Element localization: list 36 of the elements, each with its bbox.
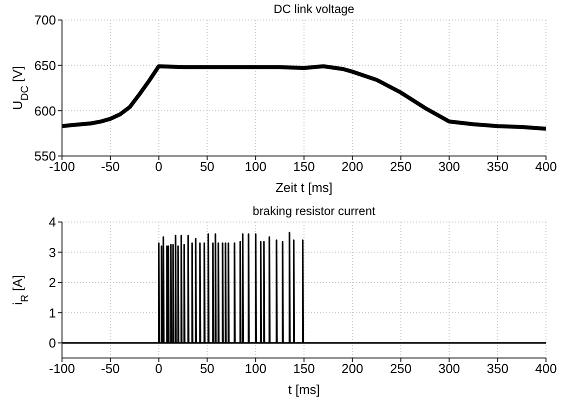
chart-title: braking resistor current bbox=[252, 204, 376, 218]
y-tick-label: 4 bbox=[48, 214, 56, 230]
x-tick-label: 100 bbox=[244, 361, 266, 376]
y-tick-label: 2 bbox=[48, 275, 56, 290]
y-tick-label: 550 bbox=[34, 148, 56, 164]
line-series bbox=[62, 232, 546, 344]
x-tick-label: 150 bbox=[293, 159, 315, 174]
x-tick-label: 0 bbox=[155, 159, 162, 174]
x-tick-label: 100 bbox=[244, 159, 266, 174]
x-tick-label: 350 bbox=[486, 159, 508, 174]
x-axis-title: Zeit t [ms] bbox=[275, 180, 333, 195]
x-tick-label: -50 bbox=[101, 361, 120, 376]
x-tick-label: 150 bbox=[293, 361, 315, 376]
x-axis-title: t [ms] bbox=[288, 382, 320, 397]
y-tick-label: 700 bbox=[34, 12, 56, 28]
x-tick-label: 0 bbox=[155, 361, 162, 376]
x-tick-label: 50 bbox=[200, 361, 214, 376]
x-tick-label: 400 bbox=[535, 361, 557, 376]
y-tick-label: 0 bbox=[48, 336, 56, 351]
x-tick-label: 250 bbox=[390, 361, 412, 376]
chart-title: DC link voltage bbox=[274, 2, 354, 16]
x-tick-label: 200 bbox=[342, 361, 364, 376]
y-tick-label: 600 bbox=[34, 103, 56, 118]
x-tick-label: -100 bbox=[48, 361, 76, 376]
x-tick-label: 200 bbox=[342, 159, 364, 174]
y-tick-label: 3 bbox=[48, 244, 56, 260]
x-tick-label: 250 bbox=[390, 159, 412, 174]
x-tick-label: 300 bbox=[438, 361, 460, 376]
y-tick-label: 650 bbox=[34, 58, 56, 73]
line-series bbox=[62, 64, 546, 131]
x-tick-label: 50 bbox=[200, 159, 214, 174]
x-tick-label: -50 bbox=[101, 159, 120, 174]
x-tick-label: 300 bbox=[438, 159, 460, 174]
x-tick-label: 350 bbox=[486, 361, 508, 376]
x-tick-label: 400 bbox=[535, 159, 557, 174]
y-tick-label: 1 bbox=[48, 305, 56, 320]
